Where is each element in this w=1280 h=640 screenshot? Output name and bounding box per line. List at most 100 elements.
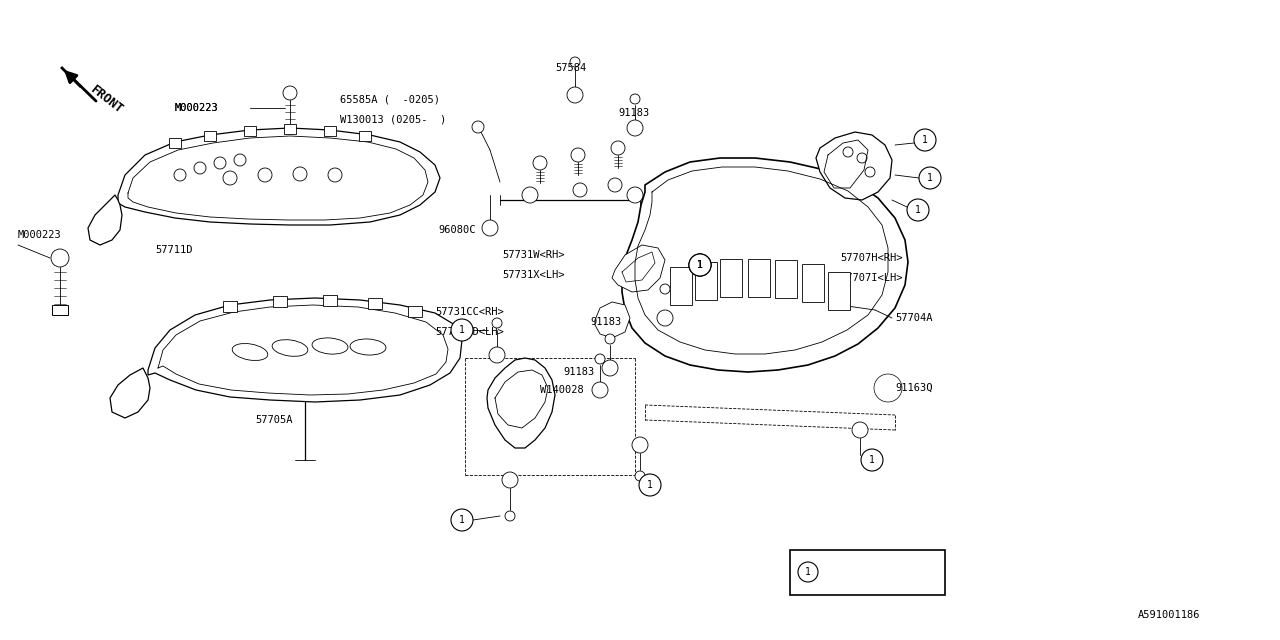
Text: M000223: M000223 [175,103,219,113]
Circle shape [293,167,307,181]
Ellipse shape [349,339,387,355]
Circle shape [570,57,580,67]
Bar [719,259,742,297]
Text: 1: 1 [698,260,703,270]
Text: M000223: M000223 [175,103,219,113]
Circle shape [858,153,867,163]
Circle shape [874,374,902,402]
Bar [244,126,256,136]
Polygon shape [612,245,666,292]
Bar [204,131,216,141]
Circle shape [689,254,710,276]
Text: 1: 1 [915,205,920,215]
Circle shape [660,284,669,294]
Text: A591001186: A591001186 [1138,610,1201,620]
Circle shape [908,199,929,221]
Text: 57707H<RH>: 57707H<RH> [840,253,902,263]
Text: 1: 1 [698,260,703,270]
Circle shape [632,437,648,453]
Bar [323,295,337,306]
Bar [695,262,717,300]
Text: 91163Q: 91163Q [895,383,933,393]
Text: M000223: M000223 [18,230,61,240]
Text: 57705A: 57705A [255,415,293,425]
Circle shape [797,562,818,582]
Bar [774,260,797,298]
Text: 57731CC<RH>: 57731CC<RH> [435,307,504,317]
Circle shape [234,154,246,166]
Text: 1: 1 [648,480,653,490]
Circle shape [852,422,868,438]
Text: 65585A (  -0205): 65585A ( -0205) [340,95,440,105]
Circle shape [573,183,588,197]
Polygon shape [148,298,462,402]
Bar [358,131,371,141]
Text: 96080C: 96080C [438,225,475,235]
Bar [324,126,335,136]
Text: 57711D: 57711D [155,245,192,255]
Text: 57704A: 57704A [895,313,933,323]
Circle shape [571,148,585,162]
Circle shape [879,379,897,397]
Circle shape [639,474,660,496]
Circle shape [483,220,498,236]
Circle shape [489,347,506,363]
Circle shape [492,318,502,328]
Text: 57731CD<LH>: 57731CD<LH> [435,327,504,337]
Text: 57584: 57584 [556,63,586,73]
Circle shape [595,354,605,364]
Text: 1: 1 [460,515,465,525]
Text: 57731W<RH>: 57731W<RH> [502,250,564,260]
Polygon shape [88,195,122,245]
Circle shape [602,360,618,376]
Circle shape [689,254,710,276]
Bar [748,259,771,297]
Circle shape [591,382,608,398]
Text: W130013 (0205-  ): W130013 (0205- ) [340,115,447,125]
Circle shape [451,319,474,341]
Circle shape [214,157,227,169]
Circle shape [865,167,876,177]
Bar [273,296,287,307]
Circle shape [174,169,186,181]
Polygon shape [817,132,892,200]
Text: 1: 1 [922,135,928,145]
Text: 1: 1 [869,455,876,465]
Bar [284,124,296,134]
Bar [828,272,850,310]
Text: 1: 1 [698,260,703,270]
Circle shape [195,162,206,174]
Text: 91183: 91183 [590,317,621,327]
Text: W140028: W140028 [540,385,584,395]
Text: W140007: W140007 [826,566,874,579]
Text: 1: 1 [460,325,465,335]
Circle shape [451,509,474,531]
Circle shape [472,121,484,133]
Text: 91183: 91183 [618,108,649,118]
Circle shape [627,187,643,203]
Polygon shape [110,368,150,418]
Circle shape [861,449,883,471]
Circle shape [283,86,297,100]
Circle shape [611,141,625,155]
Bar [169,138,180,148]
Circle shape [502,472,518,488]
Bar [803,264,824,302]
Ellipse shape [232,344,268,360]
Circle shape [627,120,643,136]
Circle shape [259,168,273,182]
Circle shape [635,471,645,481]
Circle shape [567,87,582,103]
Circle shape [608,178,622,192]
Text: 1: 1 [805,567,812,577]
Circle shape [657,310,673,326]
Text: 1: 1 [927,173,933,183]
Circle shape [51,249,69,267]
Text: 57707I<LH>: 57707I<LH> [840,273,902,283]
Text: 57731X<LH>: 57731X<LH> [502,270,564,280]
Text: 91183: 91183 [563,367,594,377]
Circle shape [532,156,547,170]
Bar [369,298,381,309]
Circle shape [223,171,237,185]
Ellipse shape [273,340,308,356]
